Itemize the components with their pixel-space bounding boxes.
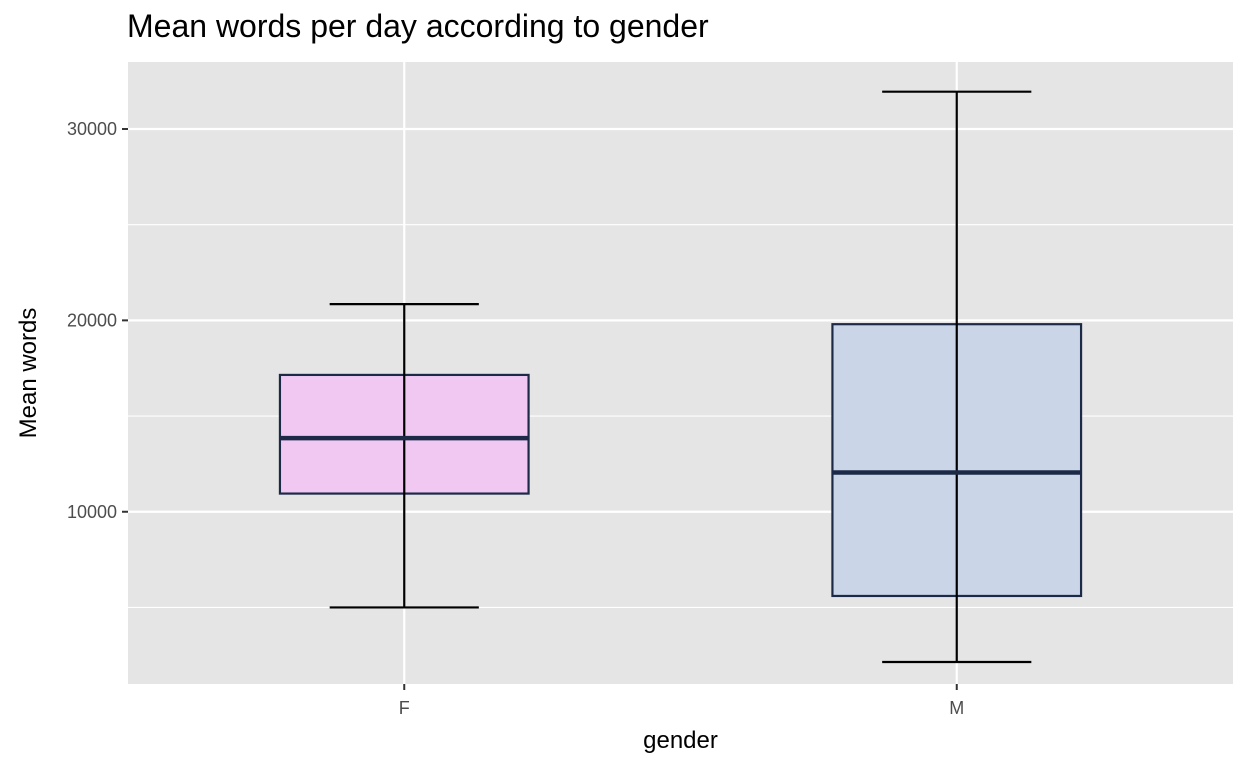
box-f xyxy=(278,303,530,609)
boxes-layer xyxy=(278,90,1083,664)
y-tick-label: 10000 xyxy=(67,502,117,522)
chart-title: Mean words per day according to gender xyxy=(127,8,709,44)
y-axis-title: Mean words xyxy=(15,308,42,439)
x-axis-title: gender xyxy=(643,727,718,754)
x-tick-label: M xyxy=(949,698,964,718)
y-axis-ticks: 10000 20000 30000 xyxy=(67,119,128,522)
y-tick-label: 30000 xyxy=(67,119,117,139)
x-tick-label: F xyxy=(399,698,410,718)
y-tick-label: 20000 xyxy=(67,310,117,330)
box-m xyxy=(831,90,1083,664)
